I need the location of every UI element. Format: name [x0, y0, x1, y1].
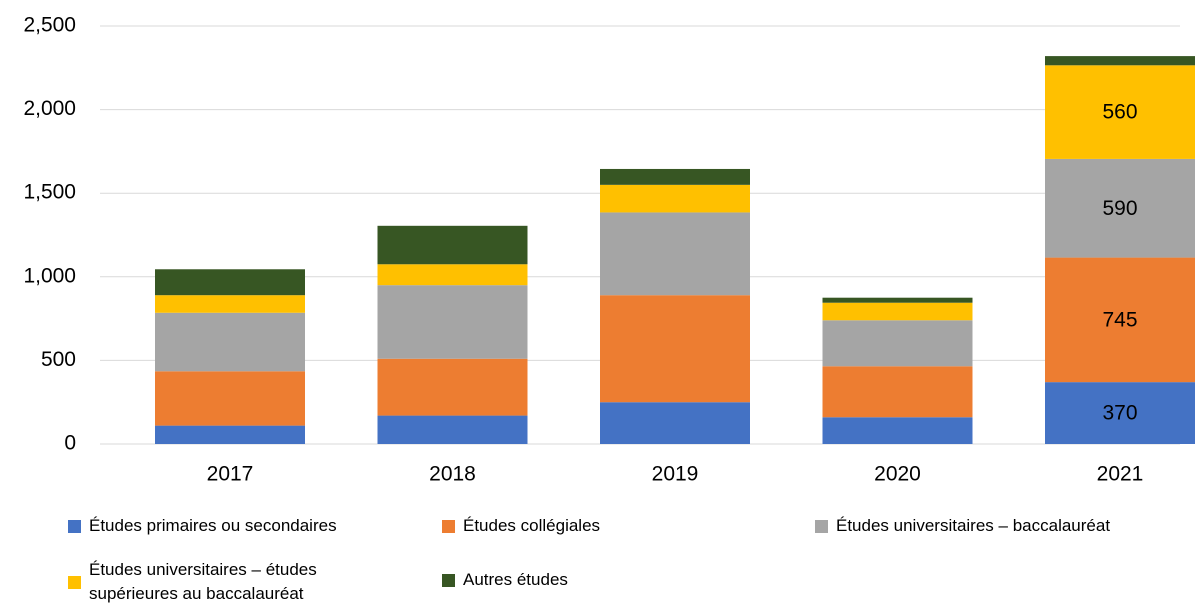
y-tick-label: 2,500	[23, 14, 76, 37]
bar-segment	[377, 285, 528, 359]
data-label: 745	[1102, 308, 1137, 331]
data-label: 370	[1102, 402, 1137, 425]
legend-item: Études primaires ou secondaires	[68, 514, 337, 538]
bar-segment	[822, 297, 973, 303]
x-tick-label: 2020	[874, 463, 921, 486]
bar-segment	[155, 371, 305, 426]
bar-segment	[1045, 257, 1195, 383]
legend-label: Autres études	[463, 570, 568, 589]
legend-swatch	[815, 520, 828, 533]
bar-segment	[377, 415, 528, 444]
bar-segment	[600, 168, 750, 185]
chart: 0 500 1,000 1,500 2,000 2,500 2017 2018 2019 2020…	[23, 14, 1195, 486]
legend-label: Études universitaires – études supérieur…	[89, 560, 317, 603]
bar-segment	[155, 295, 305, 313]
x-tick-label: 2018	[429, 463, 476, 486]
bar-segment	[1045, 158, 1195, 258]
bar-segment	[600, 184, 750, 213]
x-tick-label: 2019	[652, 463, 699, 486]
legend-item: Autres études	[442, 568, 568, 592]
legend-label: Études universitaires – baccalauréat	[836, 516, 1111, 535]
legend-swatch	[442, 520, 455, 533]
legend-item: Études universitaires – études supérieur…	[68, 558, 388, 606]
bar-segment	[1045, 56, 1195, 66]
x-tick-label: 2021	[1097, 463, 1144, 486]
legend-item: Études collégiales	[442, 514, 600, 538]
data-label: 590	[1102, 197, 1137, 220]
bar-segment	[377, 264, 528, 286]
x-tick-label: 2017	[207, 463, 254, 486]
bar-segment	[1045, 382, 1195, 444]
y-tick-label: 1,500	[23, 181, 76, 204]
bar-segment	[155, 269, 305, 296]
y-tick-label: 2,000	[23, 97, 76, 120]
data-label: 560	[1102, 101, 1137, 124]
bar-segment	[155, 425, 305, 444]
bar-segment	[600, 295, 750, 403]
bar-segment	[822, 320, 973, 367]
bar-segment	[155, 312, 305, 372]
legend-swatch	[68, 576, 81, 589]
bar-segment	[600, 212, 750, 296]
legend-label: Études primaires ou secondaires	[89, 516, 337, 535]
legend-item: Études universitaires – baccalauréat	[815, 514, 1110, 538]
legend-label: Études collégiales	[463, 516, 601, 535]
bar-segment	[822, 417, 973, 444]
legend-swatch	[442, 574, 455, 587]
bar-segment	[822, 302, 973, 321]
bar-segment	[1045, 65, 1195, 159]
bar-segment	[377, 358, 528, 416]
bar-segment	[377, 225, 528, 265]
y-tick-label: 0	[64, 432, 76, 455]
y-tick-label: 500	[41, 348, 76, 371]
legend-swatch	[68, 520, 81, 533]
bar-segment	[600, 402, 750, 444]
y-tick-label: 1,000	[23, 264, 76, 287]
bar-segment	[822, 366, 973, 418]
